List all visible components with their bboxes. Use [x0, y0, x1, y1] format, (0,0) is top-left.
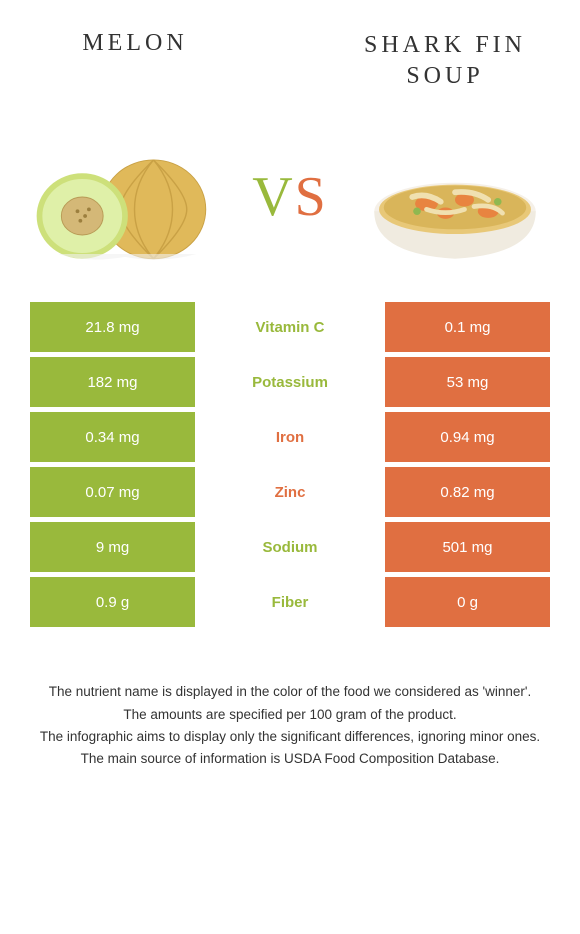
melon-image [30, 122, 220, 272]
value-left: 0.9 g [30, 577, 195, 627]
value-right: 0.94 mg [385, 412, 550, 462]
nutrient-name: Vitamin C [195, 302, 385, 352]
value-left: 182 mg [30, 357, 195, 407]
nutrient-name: Zinc [195, 467, 385, 517]
nutrient-table: 21.8 mgVitamin C0.1 mg182 mgPotassium53 … [0, 302, 580, 627]
value-right: 0.1 mg [385, 302, 550, 352]
title-right: SHARK FIN SOUP [290, 30, 540, 92]
nutrient-row: 182 mgPotassium53 mg [30, 357, 550, 407]
nutrient-name: Sodium [195, 522, 385, 572]
nutrient-row: 0.9 gFiber0 g [30, 577, 550, 627]
footer-line: The amounts are specified per 100 gram o… [20, 705, 560, 725]
footer-line: The nutrient name is displayed in the co… [20, 682, 560, 702]
nutrient-name: Iron [195, 412, 385, 462]
footer-line: The main source of information is USDA F… [20, 749, 560, 769]
soup-image [360, 122, 550, 272]
footer-notes: The nutrient name is displayed in the co… [0, 632, 580, 769]
vs-v: V [252, 166, 294, 228]
vs-label: VS [252, 165, 328, 229]
nutrient-row: 21.8 mgVitamin C0.1 mg [30, 302, 550, 352]
header: MELON SHARK FIN SOUP [0, 0, 580, 102]
title-left: MELON [40, 30, 290, 92]
vs-s: S [295, 166, 328, 228]
nutrient-name: Fiber [195, 577, 385, 627]
value-right: 501 mg [385, 522, 550, 572]
value-right: 53 mg [385, 357, 550, 407]
nutrient-name: Potassium [195, 357, 385, 407]
value-right: 0 g [385, 577, 550, 627]
value-left: 0.34 mg [30, 412, 195, 462]
nutrient-row: 0.07 mgZinc0.82 mg [30, 467, 550, 517]
value-right: 0.82 mg [385, 467, 550, 517]
nutrient-row: 0.34 mgIron0.94 mg [30, 412, 550, 462]
images-row: VS [0, 102, 580, 302]
value-left: 9 mg [30, 522, 195, 572]
value-left: 0.07 mg [30, 467, 195, 517]
footer-line: The infographic aims to display only the… [20, 727, 560, 747]
nutrient-row: 9 mgSodium501 mg [30, 522, 550, 572]
value-left: 21.8 mg [30, 302, 195, 352]
